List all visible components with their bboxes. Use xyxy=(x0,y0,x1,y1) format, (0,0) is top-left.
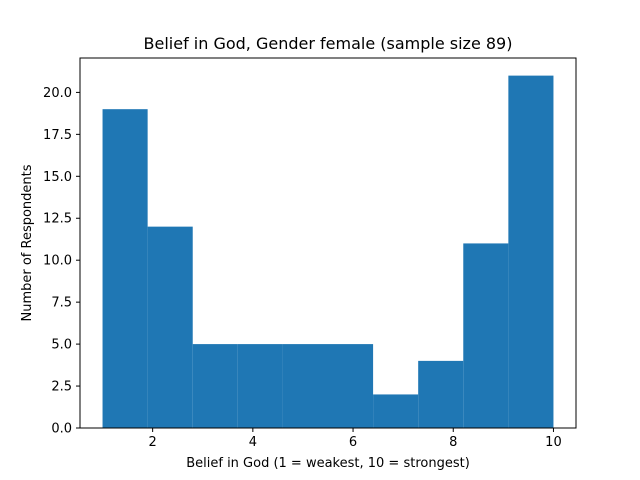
plot-frame xyxy=(79,57,577,429)
histogram-bar-2 xyxy=(147,226,193,428)
x-tick-label: 6 xyxy=(349,435,357,450)
y-tick-label: 0.0 xyxy=(51,422,72,437)
y-tick-label: 7.5 xyxy=(51,296,72,311)
x-axis-ticks: 2 4 6 8 10 xyxy=(149,428,562,450)
histogram-bar-8 xyxy=(418,360,464,428)
x-tick-label: 4 xyxy=(249,435,257,450)
y-tick-label: 10.0 xyxy=(43,254,72,269)
histogram-bar-3 xyxy=(192,344,238,428)
x-axis-label: Belief in God (1 = weakest, 10 = stronge… xyxy=(186,456,470,471)
y-tick-label: 20.0 xyxy=(43,86,72,101)
y-axis-ticks: 0.0 2.5 5.0 7.5 10.0 12.5 15.0 17.5 20.0 xyxy=(43,86,80,437)
chart-title: Belief in God, Gender female (sample siz… xyxy=(144,34,513,53)
histogram-bar-9 xyxy=(463,243,509,428)
y-tick-label: 12.5 xyxy=(43,212,72,227)
x-tick-label: 8 xyxy=(449,435,457,450)
x-tick-label: 10 xyxy=(545,435,562,450)
bars-group xyxy=(102,75,554,428)
histogram-bar-1 xyxy=(102,109,148,428)
y-tick-label: 2.5 xyxy=(51,380,72,395)
y-tick-label: 15.0 xyxy=(43,170,72,185)
histogram-bar-5 xyxy=(282,344,328,428)
histogram-bar-6 xyxy=(328,344,374,428)
histogram-bar-7 xyxy=(373,394,419,428)
y-tick-label: 17.5 xyxy=(43,128,72,143)
histogram-bar-10 xyxy=(508,75,554,428)
y-axis-label: Number of Respondents xyxy=(20,164,35,321)
x-tick-label: 2 xyxy=(149,435,157,450)
histogram-bar-4 xyxy=(237,344,283,428)
y-tick-label: 5.0 xyxy=(51,338,72,353)
